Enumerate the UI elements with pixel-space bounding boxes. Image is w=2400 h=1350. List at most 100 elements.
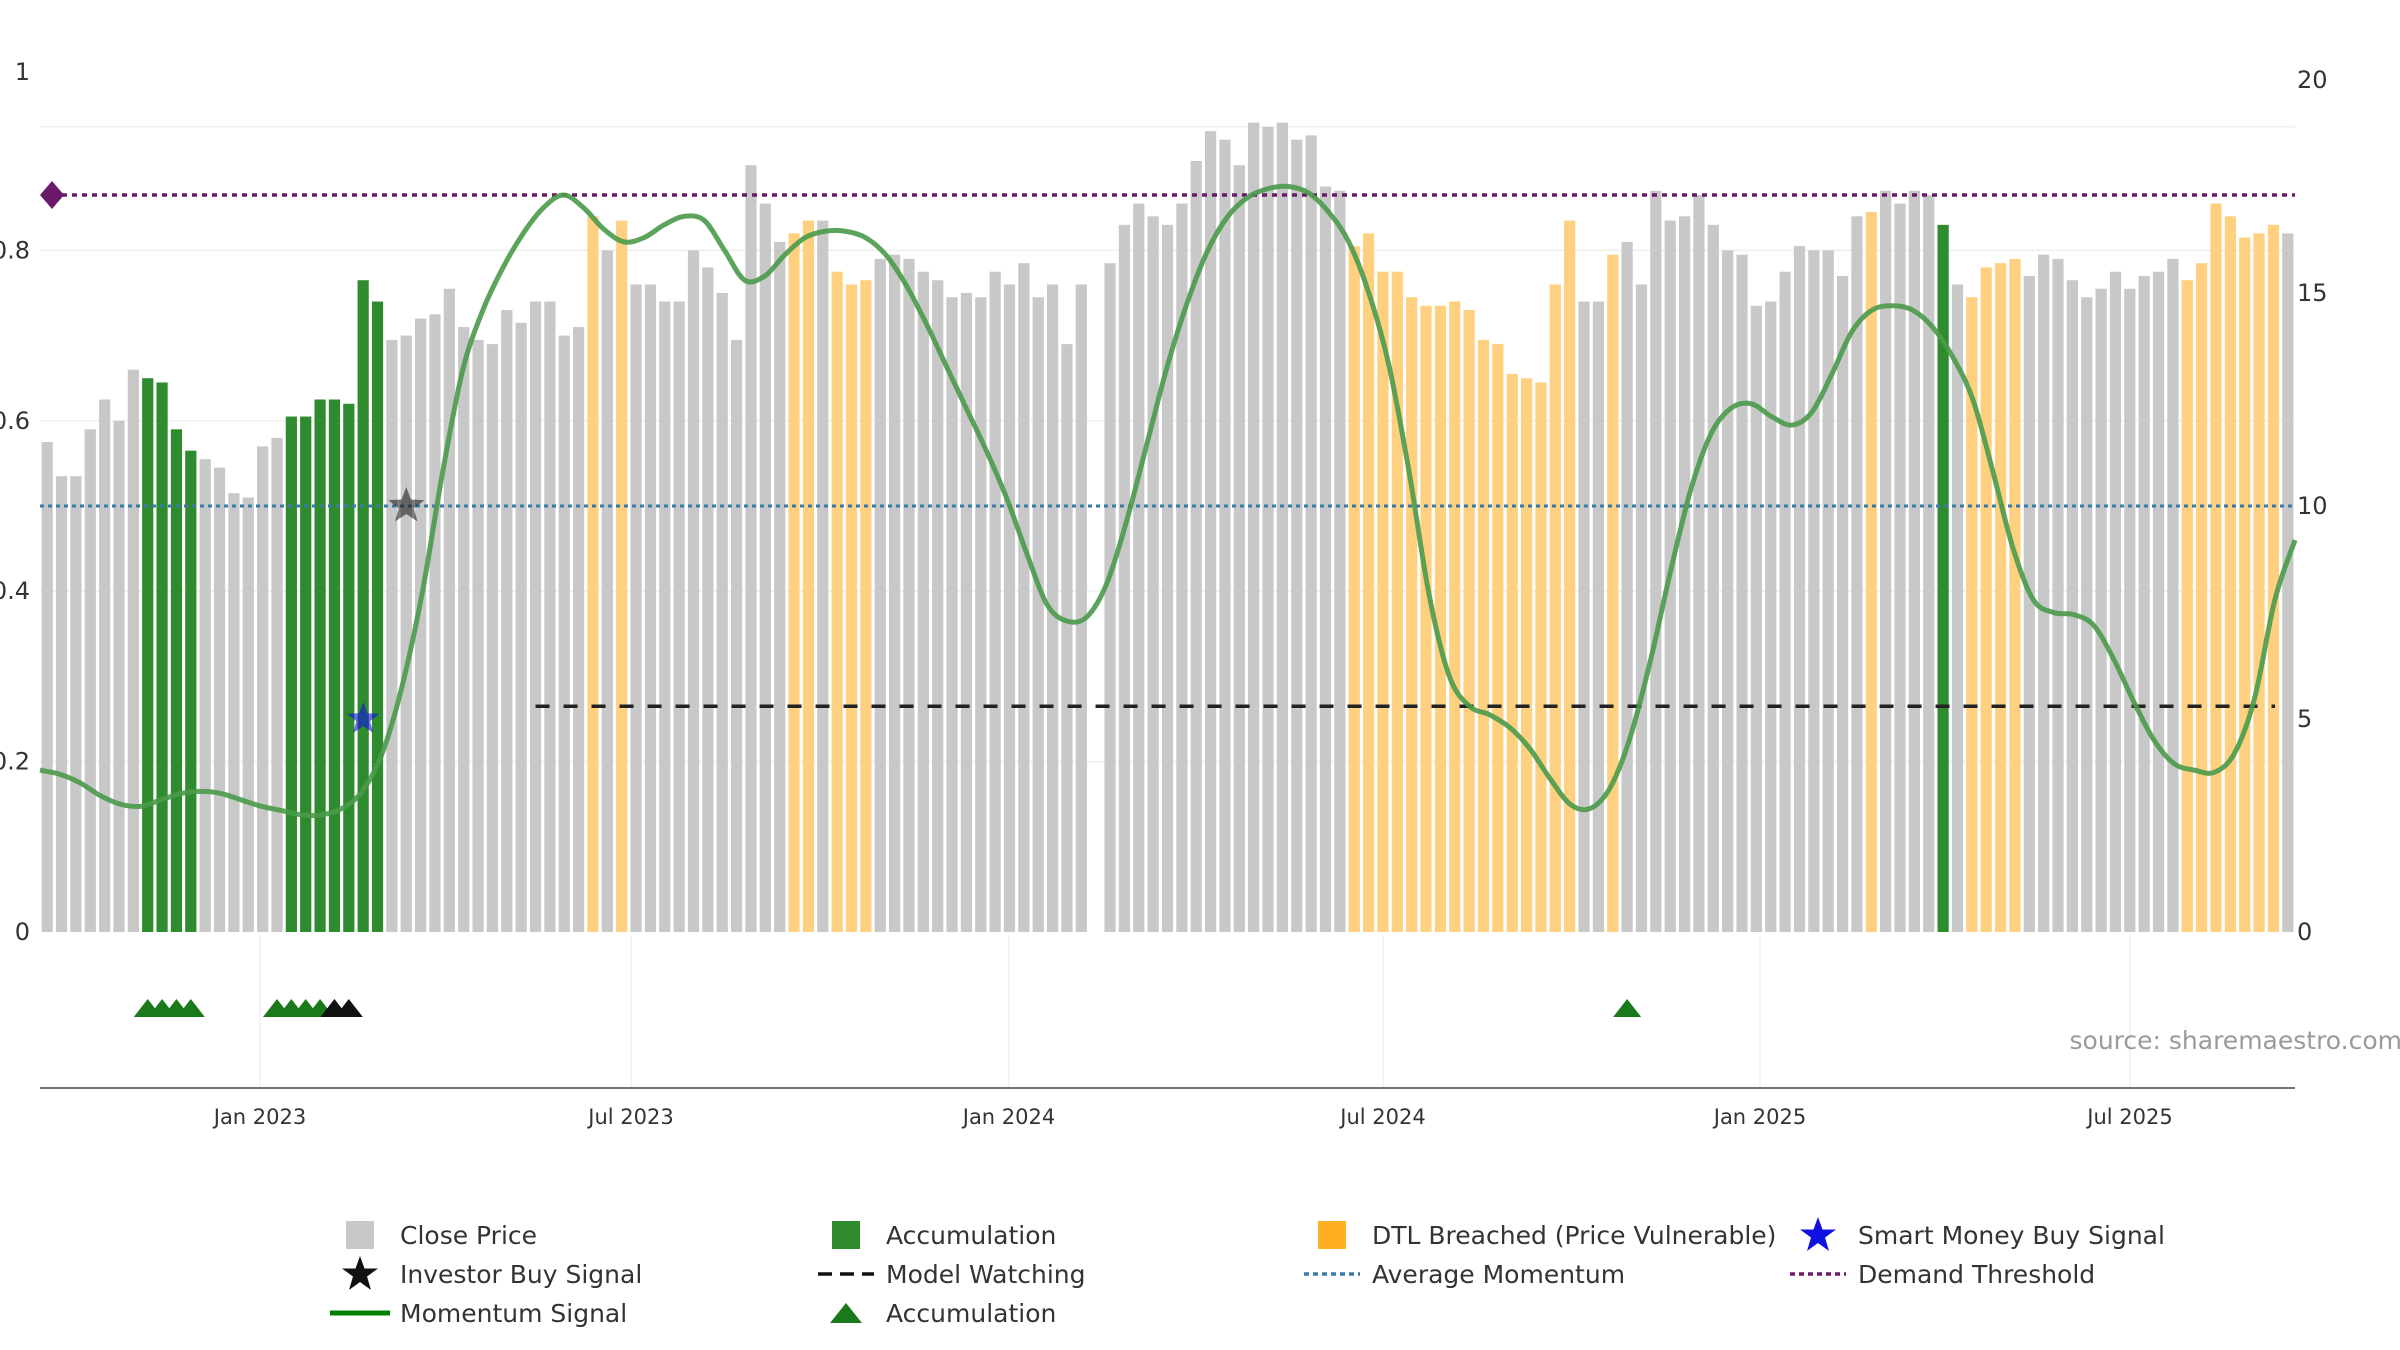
demand-threshold-marker: [40, 181, 64, 210]
bar-dtl-breached: [1420, 305, 1432, 932]
price-bars: [41, 122, 2294, 933]
bar-dtl-breached: [2009, 258, 2021, 932]
legend-swatch-average-momentum: [1302, 1256, 1362, 1292]
bar-close-price: [745, 165, 757, 932]
legend-item-investor: Investor Buy Signal: [330, 1256, 642, 1292]
bar-dtl-breached: [2253, 233, 2265, 933]
bar-close-price: [558, 335, 570, 933]
legend-swatch-model-watching: [816, 1256, 876, 1292]
bar-close-price: [1808, 250, 1820, 932]
bar-dtl-breached: [788, 233, 800, 933]
legend-label-smart-money: Smart Money Buy Signal: [1858, 1220, 2165, 1250]
bar-close-price: [2124, 288, 2136, 932]
legend-swatch-dtl: [1302, 1217, 1362, 1253]
bar-close-price: [889, 254, 901, 932]
legend-label-average-momentum: Average Momentum: [1372, 1259, 1626, 1289]
bar-close-price: [1707, 224, 1719, 933]
legend-label-dtl: DTL Breached (Price Vulnerable): [1372, 1220, 1777, 1250]
bar-close-price: [1765, 301, 1777, 932]
bar-close-price: [515, 322, 527, 932]
bar-close-price: [644, 284, 657, 933]
y-left-tick-label: 0.8: [0, 236, 30, 264]
bar-accumulation: [343, 403, 355, 932]
bar-close-price: [2023, 275, 2035, 933]
bar-close-price: [1133, 203, 1145, 933]
legend-label-momentum: Momentum Signal: [400, 1298, 628, 1328]
bar-dtl-breached: [2224, 216, 2236, 932]
y-left-tick-label: 0.6: [0, 407, 30, 435]
bar-accumulation: [371, 301, 384, 932]
y-right-tick-label: 10: [2297, 492, 2328, 520]
star-icon: [1788, 1217, 1848, 1253]
bar-close-price: [1722, 250, 1734, 932]
bar-close-price: [1176, 203, 1188, 933]
bar-close-price: [1075, 284, 1087, 933]
bar-dtl-breached: [1434, 305, 1446, 932]
legend-item-model-watching: Model Watching: [816, 1256, 1086, 1292]
bar-accumulation: [170, 429, 183, 932]
legend-label-model-watching: Model Watching: [886, 1259, 1086, 1289]
star-icon: [330, 1256, 390, 1292]
triangle-icon: [816, 1295, 876, 1331]
bar-accumulation: [285, 416, 297, 932]
bar-dtl-breached: [1506, 373, 1518, 932]
legend-item-accumulation-marker: Accumulation: [816, 1295, 1056, 1331]
bar-close-price: [55, 476, 68, 932]
legend-swatch-momentum: [330, 1295, 390, 1331]
bar-close-price: [529, 301, 542, 932]
bar-close-price: [1578, 301, 1590, 932]
bar-close-price: [1003, 284, 1016, 933]
bar-close-price: [228, 493, 240, 932]
bar-close-price: [1779, 271, 1791, 932]
legend-label-close: Close Price: [400, 1220, 538, 1250]
bar-close-price: [1204, 131, 1217, 932]
bar-dtl-breached: [1966, 297, 1978, 932]
bar-close-price: [932, 280, 944, 933]
bar-close-price: [1750, 305, 1762, 932]
bar-close-price: [213, 467, 226, 932]
bar-dtl-breached: [1549, 284, 1561, 933]
bar-dtl-breached: [1980, 267, 1992, 932]
reference-lines: [40, 181, 2295, 708]
bar-close-price: [975, 297, 987, 932]
bar-close-price: [2095, 288, 2107, 932]
bar-close-price: [903, 258, 915, 932]
bar-close-price: [673, 301, 685, 932]
bar-close-price: [2038, 254, 2050, 932]
bar-dtl-breached: [587, 216, 599, 932]
bar-close-price: [1248, 122, 1260, 933]
investor-marker: [334, 999, 363, 1017]
bar-close-price: [946, 297, 958, 932]
bar-close-price: [716, 293, 728, 932]
bar-close-price: [1693, 195, 1705, 932]
bar-accumulation: [328, 399, 341, 932]
accumulation-marker: [176, 999, 205, 1017]
bar-close-price: [472, 339, 484, 932]
bar-close-price: [1650, 190, 1662, 932]
bar-close-price: [84, 429, 96, 932]
bar-dtl-breached: [831, 271, 843, 932]
bar-close-price: [702, 267, 714, 932]
bar-close-price: [630, 284, 642, 933]
bar-accumulation: [156, 382, 168, 933]
legend-item-smart-money: Smart Money Buy Signal: [1788, 1217, 2165, 1253]
bar-close-price: [1334, 190, 1346, 932]
bar-close-price: [1880, 190, 1892, 932]
bar-close-price: [1104, 263, 1116, 932]
bar-close-price: [1635, 284, 1648, 933]
bar-close-price: [917, 271, 929, 932]
bar-dtl-breached: [1477, 339, 1490, 932]
bar-dtl-breached: [2210, 203, 2222, 933]
bar-dtl-breached: [1607, 254, 1619, 932]
bar-close-price: [1291, 139, 1303, 932]
bar-close-price: [2138, 275, 2150, 933]
investor-buy-signal: [388, 487, 425, 522]
legend-swatch-demand-threshold: [1788, 1256, 1848, 1292]
bar-dtl-breached: [1492, 344, 1504, 932]
bar-close-price: [1951, 284, 1964, 933]
smart-money-buy-signal: [347, 702, 380, 733]
bar-close-price: [687, 250, 700, 932]
bar-close-price: [486, 344, 499, 932]
x-tick-label: Jan 2023: [212, 1105, 307, 1129]
